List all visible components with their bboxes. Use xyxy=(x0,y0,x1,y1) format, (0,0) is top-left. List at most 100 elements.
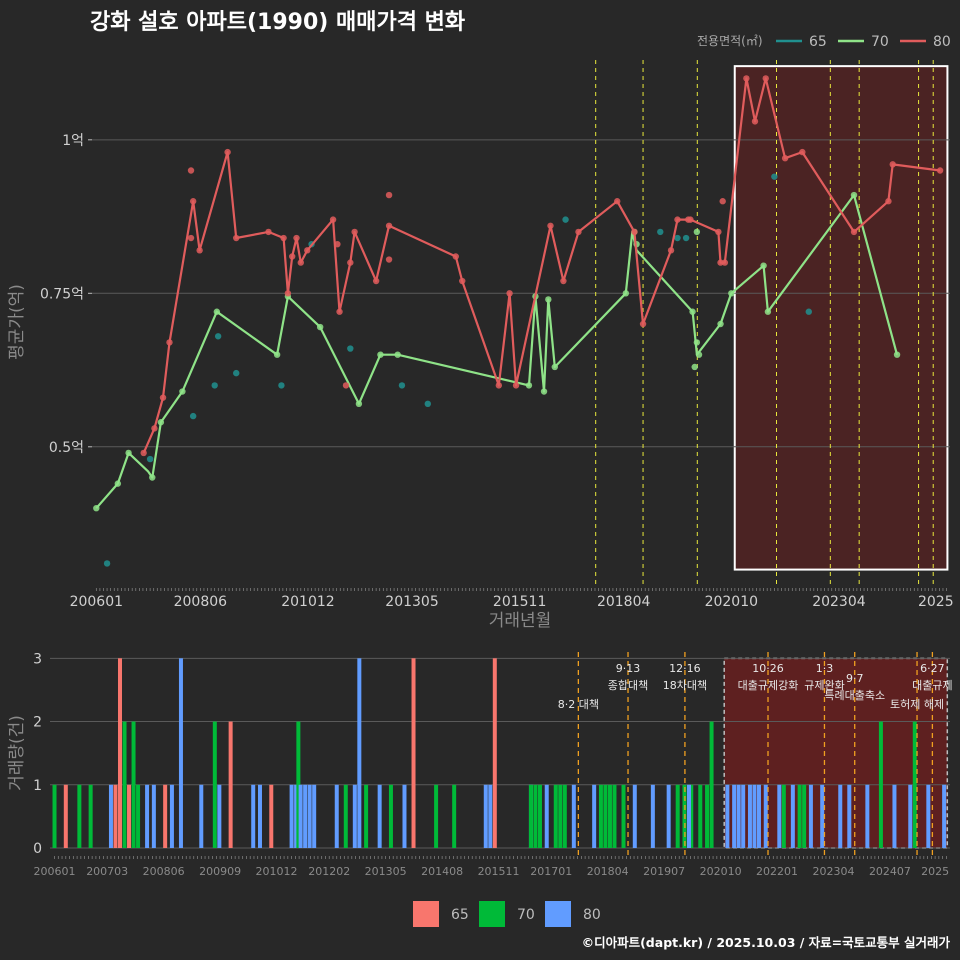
point-65 xyxy=(771,173,778,180)
series-line-70 xyxy=(95,194,899,509)
volume-bar-65 xyxy=(269,784,274,848)
policy-annotation: 10·26 xyxy=(752,662,784,675)
point-80 xyxy=(459,277,466,285)
volume-bar-80 xyxy=(571,784,576,848)
point-80 xyxy=(781,155,789,162)
point-65 xyxy=(146,455,154,463)
x-tick-label: 202304 xyxy=(812,594,866,610)
legend-label-70: 70 xyxy=(871,34,889,50)
volume-bar-70 xyxy=(364,784,369,848)
policy-annotation: 12·16 xyxy=(669,662,701,675)
point-80 xyxy=(799,148,806,156)
volume-bar-80 xyxy=(357,658,362,848)
policy-annotation: 대출규제강화 xyxy=(738,679,799,692)
point-65 xyxy=(278,382,285,389)
point-65 xyxy=(657,228,664,236)
volume-bar-70 xyxy=(612,784,617,848)
volume-x-tick-label: 200909 xyxy=(199,865,241,878)
volume-y-tick-label: 1 xyxy=(33,778,42,794)
point-80 xyxy=(329,216,337,223)
x-axis-title: 거래년월 xyxy=(489,611,552,631)
volume-x-tick-label: 201511 xyxy=(478,865,520,878)
volume-x-tick-label: 201012 xyxy=(256,865,298,878)
policy-annotation: 18차대책 xyxy=(663,679,707,692)
point-70 xyxy=(93,504,100,512)
policy-annotation: 6·27 xyxy=(920,662,945,675)
legend-label-80: 80 xyxy=(933,34,951,50)
volume-bar-80 xyxy=(145,784,150,848)
volume-x-tick-label: 201305 xyxy=(365,865,407,878)
y-tick-label: 0.5억 xyxy=(49,440,84,456)
point-80 xyxy=(159,394,167,401)
point-65 xyxy=(398,382,406,389)
point-70 xyxy=(149,474,156,481)
legend-swatch-80 xyxy=(545,901,571,927)
volume-x-tick-label: 201804 xyxy=(587,865,629,878)
volume-bar-80 xyxy=(303,784,308,848)
volume-bar-70 xyxy=(802,784,807,848)
volume-bar-80 xyxy=(151,784,156,848)
volume-bar-80 xyxy=(483,784,488,848)
volume-y-tick-label: 0 xyxy=(33,841,42,857)
point-70 xyxy=(213,308,221,315)
point-80 xyxy=(280,234,287,242)
legend-label-65: 65 xyxy=(809,34,827,50)
point-80 xyxy=(265,228,272,236)
x-tick-label: 200601 xyxy=(70,594,123,610)
volume-bar-70 xyxy=(562,784,567,848)
volume-bar-80 xyxy=(736,784,741,848)
volume-chart: 0 1 2 3 8·2 대책 9·13 종합대책 12·16 18차대책 10·26 대출규제강화 1… xyxy=(33,651,953,878)
chart-title: 강화 설호 아파트(1990) 매매가격 변화 xyxy=(90,10,465,35)
legend-text-65: 65 xyxy=(451,907,469,923)
point-70 xyxy=(525,382,533,389)
volume-x-tick-label: 201701 xyxy=(530,865,572,878)
point-80 xyxy=(187,167,195,174)
point-80 xyxy=(512,382,520,389)
point-80 xyxy=(166,339,173,346)
point-80 xyxy=(189,198,197,205)
point-80 xyxy=(936,167,944,174)
volume-bar-80 xyxy=(808,784,813,848)
policy-annotation: 특례대출축소 xyxy=(824,689,885,702)
volume-x-tick-label: 201907 xyxy=(643,865,685,878)
point-70 xyxy=(695,351,703,358)
volume-bar-70 xyxy=(122,721,127,848)
volume-bar-80 xyxy=(741,784,746,848)
volume-x-tick-label: 201202 xyxy=(308,865,350,878)
point-65 xyxy=(674,234,681,242)
volume-bar-80 xyxy=(632,784,637,848)
volume-bar-70 xyxy=(797,784,802,848)
point-80 xyxy=(560,277,567,285)
volume-bar-70 xyxy=(212,721,217,848)
policy-annotation: 종합대책 xyxy=(608,679,648,692)
volume-bar-80 xyxy=(777,784,782,848)
point-80 xyxy=(342,382,350,389)
volume-bar-80 xyxy=(908,784,913,848)
y-tick-label: 0.75억 xyxy=(40,286,84,302)
point-80 xyxy=(304,247,311,254)
y-axis-title: 평균가(억) xyxy=(7,284,27,360)
legend-title: 전용면적(㎡) xyxy=(697,34,763,48)
volume-bar-70 xyxy=(558,784,563,848)
x-tick-label: 201305 xyxy=(385,594,438,610)
point-80 xyxy=(297,259,304,266)
point-70 xyxy=(273,351,281,358)
volume-bar-70 xyxy=(603,784,608,848)
volume-bar-65 xyxy=(117,658,122,848)
volume-bar-70 xyxy=(388,784,393,848)
footer-credit: ©디아파트(dapt.kr) / 2025.10.03 / 자료=국토교통부 실… xyxy=(582,935,951,950)
point-70 xyxy=(316,323,324,331)
volume-bar-80 xyxy=(402,784,407,848)
volume-bar-80 xyxy=(763,784,768,848)
point-70 xyxy=(691,363,698,371)
volume-bar-65 xyxy=(63,784,68,848)
point-70 xyxy=(540,388,548,395)
volume-x-tick-label: 2025 xyxy=(921,865,949,878)
point-70 xyxy=(551,363,558,371)
point-80 xyxy=(889,161,896,168)
point-80 xyxy=(140,449,147,457)
legend-text-70: 70 xyxy=(517,907,535,923)
point-80 xyxy=(452,253,459,260)
x-tick-label: 202010 xyxy=(705,594,758,610)
